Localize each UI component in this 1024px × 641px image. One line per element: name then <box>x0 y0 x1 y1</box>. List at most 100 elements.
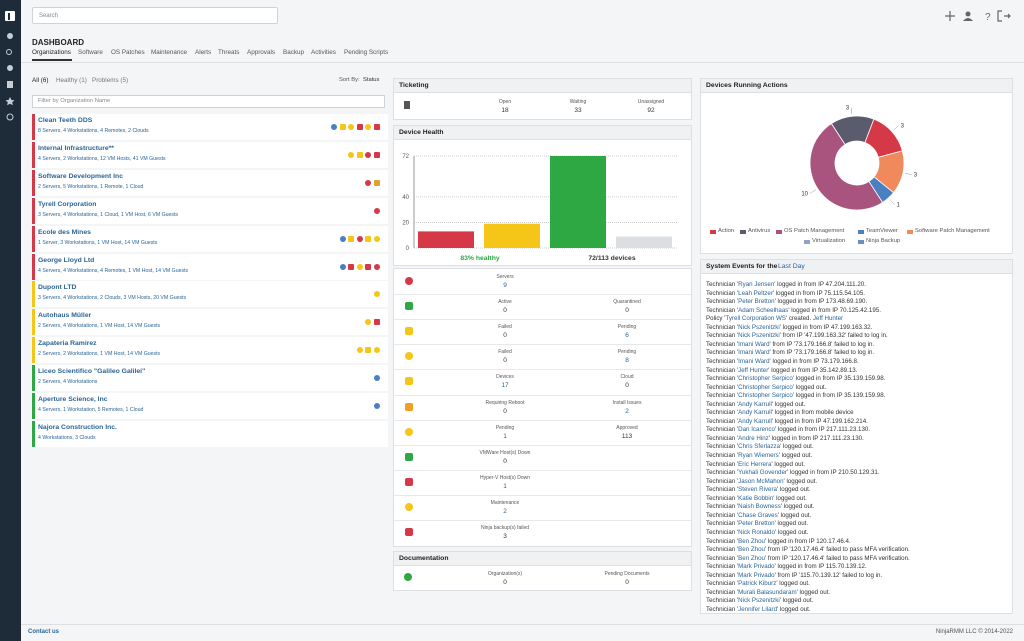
event-link[interactable]: Adam Scheelhaas <box>738 306 789 314</box>
legend-label[interactable]: TeamViewer <box>866 228 898 234</box>
donut-label: 10 <box>801 191 808 197</box>
legend-swatch[interactable] <box>710 230 716 234</box>
event-link[interactable]: Mark Privado <box>738 563 775 571</box>
event-text: Technician ' <box>706 503 739 511</box>
event-link[interactable]: Nick Pszenitzki <box>738 597 780 605</box>
event-link[interactable]: Imani Ward <box>738 340 770 348</box>
org-details: 4 Workstations, 3 Clouds <box>38 434 96 441</box>
event-link[interactable]: Jeff Hunter <box>812 315 844 323</box>
event-link[interactable]: Christopher Serpico <box>738 375 793 383</box>
event-link[interactable]: Andy Karrull <box>738 417 772 425</box>
legend-label[interactable]: Action <box>718 228 735 234</box>
event-link[interactable]: Jeff Hunter <box>738 366 769 374</box>
tab[interactable]: Approvals <box>247 49 276 56</box>
contact-link[interactable]: Contact us <box>28 629 60 635</box>
event-link[interactable]: Christopher Serpico <box>738 392 793 400</box>
tab[interactable]: Backup <box>283 49 305 56</box>
event-link[interactable]: Eric Herrera <box>738 460 772 468</box>
event-link[interactable]: Ryan Jensen <box>738 281 775 288</box>
event-link[interactable]: Peter Bretton <box>738 520 775 528</box>
event-link[interactable]: Ben Zhou <box>738 546 765 554</box>
event-link[interactable]: Imani Ward <box>738 357 770 365</box>
filter-problems[interactable]: Problems (5) <box>92 77 129 84</box>
stat-value[interactable]: 1 <box>503 482 507 490</box>
org-row[interactable]: Zapateria Ramirez 2 Servers, 2 Workstatio… <box>32 337 388 364</box>
stat-value[interactable]: 1 <box>503 432 507 440</box>
event-link[interactable]: Ben Zhou <box>738 554 765 562</box>
legend-label[interactable]: Antivirus <box>748 228 771 234</box>
org-row[interactable]: Najora Construction Inc. 4 Workstations, … <box>32 420 388 447</box>
stat-value[interactable]: 2 <box>625 407 629 415</box>
tab[interactable]: Threats <box>218 49 240 56</box>
event-link[interactable]: Ben Zhou <box>738 537 765 545</box>
org-icon <box>373 319 380 326</box>
org-row[interactable]: Tyrell Corporation 3 Servers, 4 Workstati… <box>32 197 388 224</box>
event-link[interactable]: Jennifer Lilard <box>738 605 778 613</box>
event-link[interactable]: Murali Balasundaram <box>738 588 797 596</box>
org-name: Najora Construction Inc. <box>38 423 117 431</box>
stat-value[interactable]: 9 <box>503 282 507 289</box>
event-link[interactable]: Dan Icarenco <box>738 426 775 434</box>
tab[interactable]: Maintenance <box>151 49 188 56</box>
event-link[interactable]: Yukhali Govender <box>738 469 787 477</box>
stat-value[interactable]: 17 <box>501 382 509 390</box>
org-row[interactable]: Ecole des Mines 1 Server, 3 Workstations,… <box>32 225 388 252</box>
legend-label[interactable]: OS Patch Management <box>784 228 845 234</box>
event-text: Technician ' <box>706 306 739 314</box>
org-row[interactable]: Aperture Science, Inc 4 Servers, 1 Workst… <box>32 393 388 419</box>
stat-value[interactable]: 8 <box>625 357 629 365</box>
legend-swatch[interactable] <box>776 230 782 234</box>
event-link[interactable]: Imani Ward <box>738 349 770 357</box>
event-link[interactable]: Andy Karrull <box>738 400 772 408</box>
legend-swatch[interactable] <box>858 240 864 244</box>
event-link[interactable]: Andre Hinz <box>738 434 769 442</box>
org-row[interactable]: Autohaus Müller 2 Servers, 4 Workstations… <box>32 309 388 336</box>
legend-label[interactable]: Software Patch Management <box>915 228 990 234</box>
tab[interactable]: Organizations <box>32 49 71 56</box>
event-link[interactable]: Jason McMahon <box>738 477 784 485</box>
filter-healthy[interactable]: Healthy (1) <box>56 77 87 84</box>
event-link[interactable]: Chris Sferlazza <box>738 443 781 451</box>
event-link[interactable]: Mark Privado <box>738 571 775 579</box>
tab[interactable]: OS Patches <box>111 49 145 56</box>
legend-swatch[interactable] <box>858 230 864 234</box>
event-link[interactable]: Tyrell Corporation WS <box>725 315 786 323</box>
event-link[interactable]: Leah Peltzer <box>738 289 773 297</box>
stat-value[interactable]: 2 <box>503 507 507 515</box>
event-link[interactable]: Ryan Wiemers <box>738 452 779 459</box>
org-row[interactable]: Liceo Scientifico "Galileo Galilei" 2 Ser… <box>32 365 388 392</box>
event-link[interactable]: Christopher Serpico <box>738 383 793 391</box>
search-box[interactable]: Search <box>32 7 278 24</box>
tab[interactable]: Alerts <box>195 49 212 56</box>
org-row[interactable]: Clean Teeth DDS 8 Servers, 4 Workstations… <box>32 114 388 140</box>
stat-value[interactable]: 6 <box>625 332 629 340</box>
event-line: Technician 'Naish Bowness' logged out. <box>706 504 814 510</box>
org-row[interactable]: George Lloyd Ltd 4 Servers, 4 Workstation… <box>32 253 388 280</box>
event-link[interactable]: Patrick Kiburz <box>738 580 777 588</box>
event-link[interactable]: Naish Bowness <box>738 503 781 511</box>
event-link[interactable]: Nick Pszenitzki <box>738 332 780 340</box>
event-link[interactable]: Nick Pszenitzki <box>738 323 780 331</box>
event-link[interactable]: Steven Rivera <box>738 486 778 494</box>
event-link[interactable]: Chase Graves <box>738 511 778 519</box>
sort-value[interactable]: Status <box>363 77 380 83</box>
org-row[interactable]: Software Development Inc 2 Servers, 5 Wor… <box>32 169 388 196</box>
filter-all[interactable]: All (6) <box>32 77 49 84</box>
legend-label[interactable]: Virtualization <box>812 238 846 244</box>
period-link[interactable]: Last Day <box>778 263 805 270</box>
org-row[interactable]: Dupont LTD 3 Servers, 4 Workstations, 2 C… <box>32 281 388 308</box>
event-link[interactable]: Katie Bobbin <box>738 494 774 502</box>
org-row[interactable]: Internal Infrastructure** 4 Servers, 2 Wo… <box>32 141 388 168</box>
legend-swatch[interactable] <box>907 230 913 234</box>
tab[interactable]: Activities <box>311 49 336 56</box>
tab[interactable]: Software <box>78 49 103 56</box>
legend-swatch[interactable] <box>804 240 810 244</box>
legend-label[interactable]: Ninja Backup <box>866 238 901 244</box>
event-line: Technician 'Leah Peltzer' logged in from… <box>706 289 865 297</box>
tab[interactable]: Pending Scripts <box>344 49 389 56</box>
event-link[interactable]: Peter Bretton <box>738 298 775 306</box>
event-link[interactable]: Nick Ronaldo <box>738 528 775 536</box>
legend-swatch[interactable] <box>740 230 746 234</box>
filter-input[interactable]: Filter by Organization Name <box>32 95 385 108</box>
event-link[interactable]: Andy Karrull <box>738 409 772 417</box>
